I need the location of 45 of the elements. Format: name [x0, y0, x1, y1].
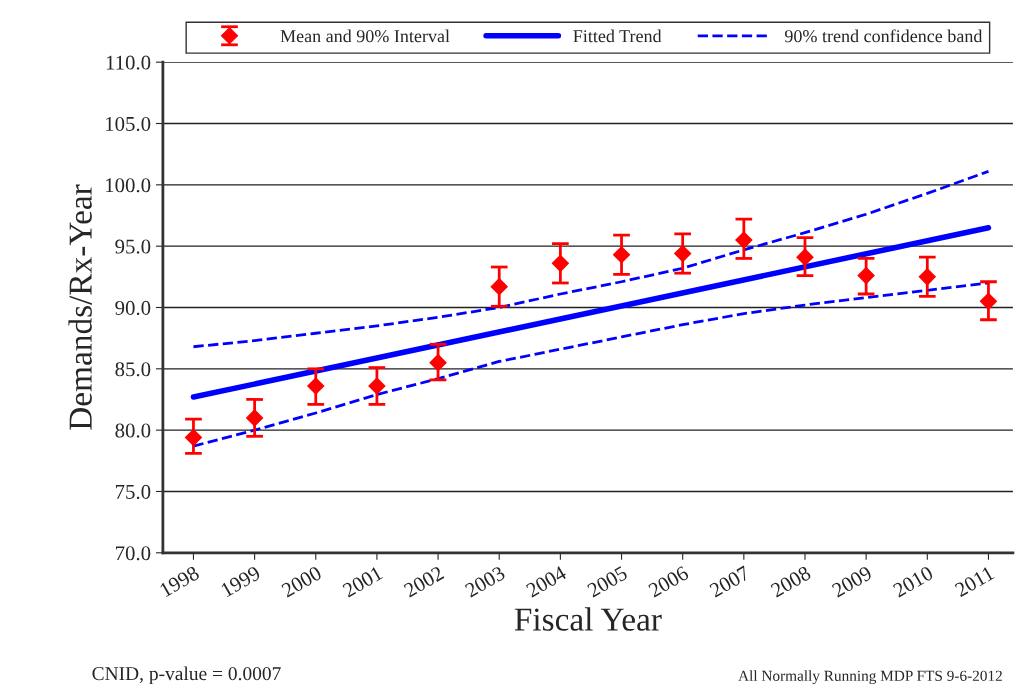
line-series [192, 169, 990, 349]
x-tick-label: 1998 [159, 565, 201, 598]
point [612, 246, 631, 264]
y-axis-title: Demands/Rx-Year [68, 184, 92, 430]
point [246, 409, 264, 427]
point [490, 278, 508, 296]
x-tick-label: 2011 [954, 565, 995, 598]
text: All Normally Running MDP FTS 9-6-2012 [738, 670, 1002, 685]
x-axis-title: Fiscal Year [514, 607, 662, 631]
legend-label: 90% trend confidence band [784, 29, 983, 43]
x-tick-label: 2007 [708, 565, 751, 598]
point [307, 377, 325, 395]
x-tick-label: 2006 [647, 565, 690, 598]
y-tick-label: 80.0 [115, 423, 151, 438]
x-tick-label: 1999 [220, 565, 262, 598]
y-tick-label: 75.0 [115, 484, 151, 499]
point [857, 267, 875, 285]
legend-label: Mean and 90% Interval [280, 29, 450, 43]
y-tick-label: 90.0 [115, 300, 151, 316]
point [796, 248, 814, 266]
y-tick-label: 85.0 [115, 362, 151, 377]
text: CNID, p-value = 0.0007 [92, 666, 281, 685]
y-tick-label: 105.0 [106, 116, 151, 132]
y-tick-label: 100.0 [106, 178, 151, 193]
x-tick-label: 2009 [831, 565, 873, 598]
x-tick-label: 2010 [892, 565, 934, 598]
legend-label: Fitted Trend [573, 29, 662, 43]
point [674, 244, 692, 263]
x-tick-label: 2001 [341, 565, 384, 598]
x-tick-label: 2004 [525, 565, 568, 598]
point [551, 254, 569, 272]
x-tick-label: 2000 [280, 565, 323, 598]
y-tick-label: 95.0 [115, 239, 151, 254]
y-tick-label: 70.0 [115, 546, 151, 561]
x-tick-label: 2005 [586, 565, 629, 598]
x-tick-label: 2002 [403, 565, 445, 598]
point [918, 268, 936, 286]
x-tick-label: 2008 [770, 565, 812, 598]
point [184, 428, 203, 447]
x-tick-label: 2003 [464, 565, 506, 598]
y-tick-label: 110.0 [106, 55, 151, 70]
point [735, 231, 753, 249]
point [368, 377, 386, 395]
point [429, 354, 447, 372]
point [979, 292, 998, 310]
